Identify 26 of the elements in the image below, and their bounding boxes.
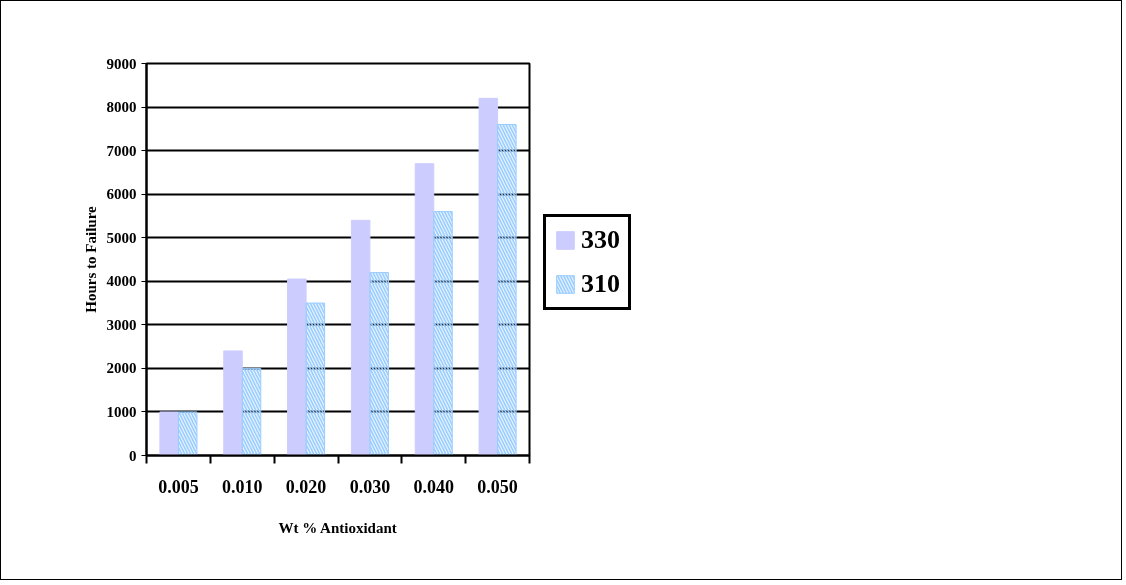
- x-tick-label: 0.030: [349, 476, 391, 497]
- legend-label: 310: [581, 269, 620, 299]
- y-tick-label: 8000: [106, 99, 137, 116]
- x-tick-label: 0.040: [413, 476, 454, 497]
- legend-label: 330: [581, 225, 620, 255]
- y-tick-label: 7000: [106, 142, 137, 159]
- bar: [350, 219, 371, 456]
- bar: [223, 350, 243, 456]
- y-tick-label: 6000: [106, 186, 137, 203]
- x-tick-label: 0.005: [158, 476, 199, 497]
- y-tick-label: 1000: [106, 403, 137, 420]
- y-tick-label: 5000: [106, 229, 137, 246]
- y-tick-label: 2000: [106, 360, 137, 377]
- bar: [478, 97, 499, 456]
- y-tick-label: 9000: [106, 55, 137, 72]
- x-tick-label: 0.050: [477, 476, 518, 497]
- x-axis-title: Wt % Antioxidant: [278, 519, 397, 536]
- y-tick-label: 0: [129, 447, 137, 464]
- y-axis-title: Hours to Failure: [82, 205, 99, 313]
- bar: [287, 278, 307, 456]
- y-tick-label: 3000: [106, 316, 137, 333]
- bar: [159, 411, 179, 456]
- bar: [414, 163, 435, 456]
- x-tick-label: 0.020: [285, 476, 327, 497]
- x-tick-label: 0.010: [222, 476, 263, 497]
- y-tick-label: 4000: [106, 273, 137, 290]
